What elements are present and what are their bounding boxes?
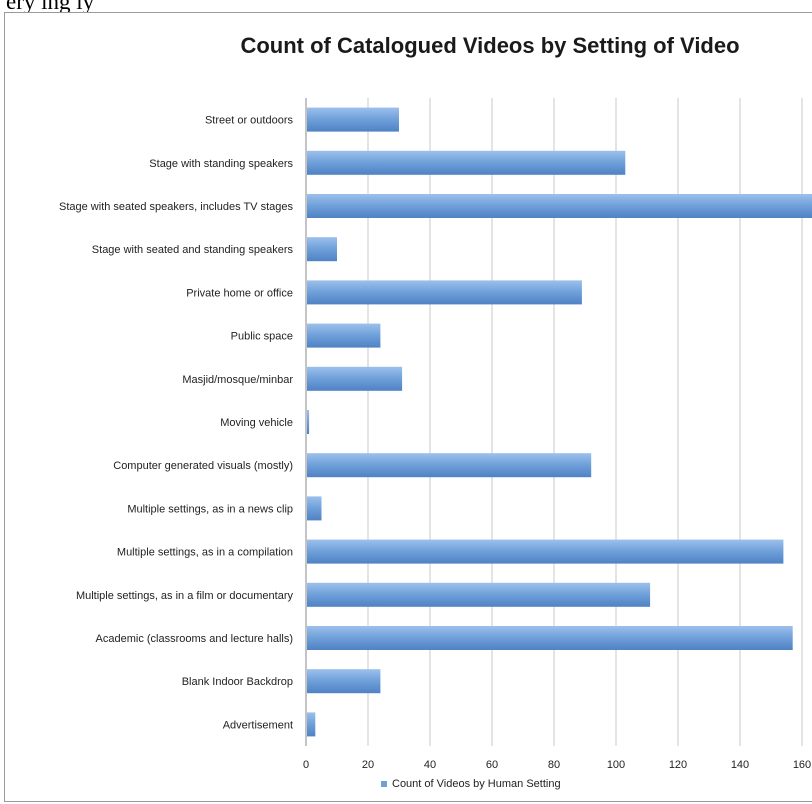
- category-label: Public space: [231, 331, 293, 343]
- category-label: Advertisement: [223, 719, 293, 731]
- category-label: Multiple settings, as in a news clip: [127, 503, 293, 515]
- bar: [307, 626, 793, 650]
- legend-swatch: [381, 781, 387, 787]
- category-label: Stage with seated and standing speakers: [92, 244, 294, 256]
- x-tick-label: 140: [731, 759, 749, 771]
- x-tick-label: 100: [607, 759, 625, 771]
- bars: [307, 107, 812, 737]
- bar: [307, 496, 322, 521]
- bar: [307, 712, 316, 737]
- category-label: Stage with seated speakers, includes TV …: [59, 201, 293, 213]
- category-label: Academic (classrooms and lecture halls): [96, 633, 293, 645]
- category-label: Multiple settings, as in a compilation: [117, 547, 293, 559]
- x-tick-label: 120: [669, 759, 687, 771]
- x-axis-ticks: 0 20 40 60 80 100 120 140 160: [303, 759, 811, 771]
- bar: [307, 150, 626, 175]
- bar: [307, 194, 812, 218]
- category-label: Street or outdoors: [205, 115, 294, 127]
- x-tick-label: 80: [548, 759, 560, 771]
- bar: [307, 323, 381, 348]
- category-label: Moving vehicle: [220, 417, 293, 429]
- bar: [307, 539, 784, 564]
- category-labels: Street or outdoors Stage with standing sp…: [59, 115, 293, 732]
- bar: [307, 453, 592, 478]
- x-tick-label: 0: [303, 759, 309, 771]
- chart-frame: [4, 12, 812, 802]
- bar: [307, 366, 403, 391]
- category-label: Masjid/mosque/minbar: [182, 374, 293, 386]
- x-tick-label: 160: [793, 759, 811, 771]
- bar: [307, 107, 399, 132]
- bar: [307, 582, 651, 607]
- category-label: Blank Indoor Backdrop: [182, 676, 293, 688]
- top-caption-text: ery ing ly: [6, 0, 95, 14]
- legend-label: Count of Videos by Human Setting: [392, 778, 561, 790]
- category-label: Computer generated visuals (mostly): [113, 460, 293, 472]
- bar: [307, 237, 337, 262]
- x-tick-label: 20: [362, 759, 374, 771]
- bar: [307, 280, 582, 305]
- chart-title: Count of Catalogued Videos by Setting of…: [240, 33, 739, 58]
- x-tick-label: 40: [424, 759, 436, 771]
- category-label: Private home or office: [186, 287, 293, 299]
- legend: Count of Videos by Human Setting: [381, 778, 561, 790]
- category-label: Stage with standing speakers: [149, 158, 293, 170]
- bar: [307, 669, 381, 694]
- x-tick-label: 60: [486, 759, 498, 771]
- category-label: Multiple settings, as in a film or docum…: [76, 590, 294, 602]
- bar: [307, 410, 310, 434]
